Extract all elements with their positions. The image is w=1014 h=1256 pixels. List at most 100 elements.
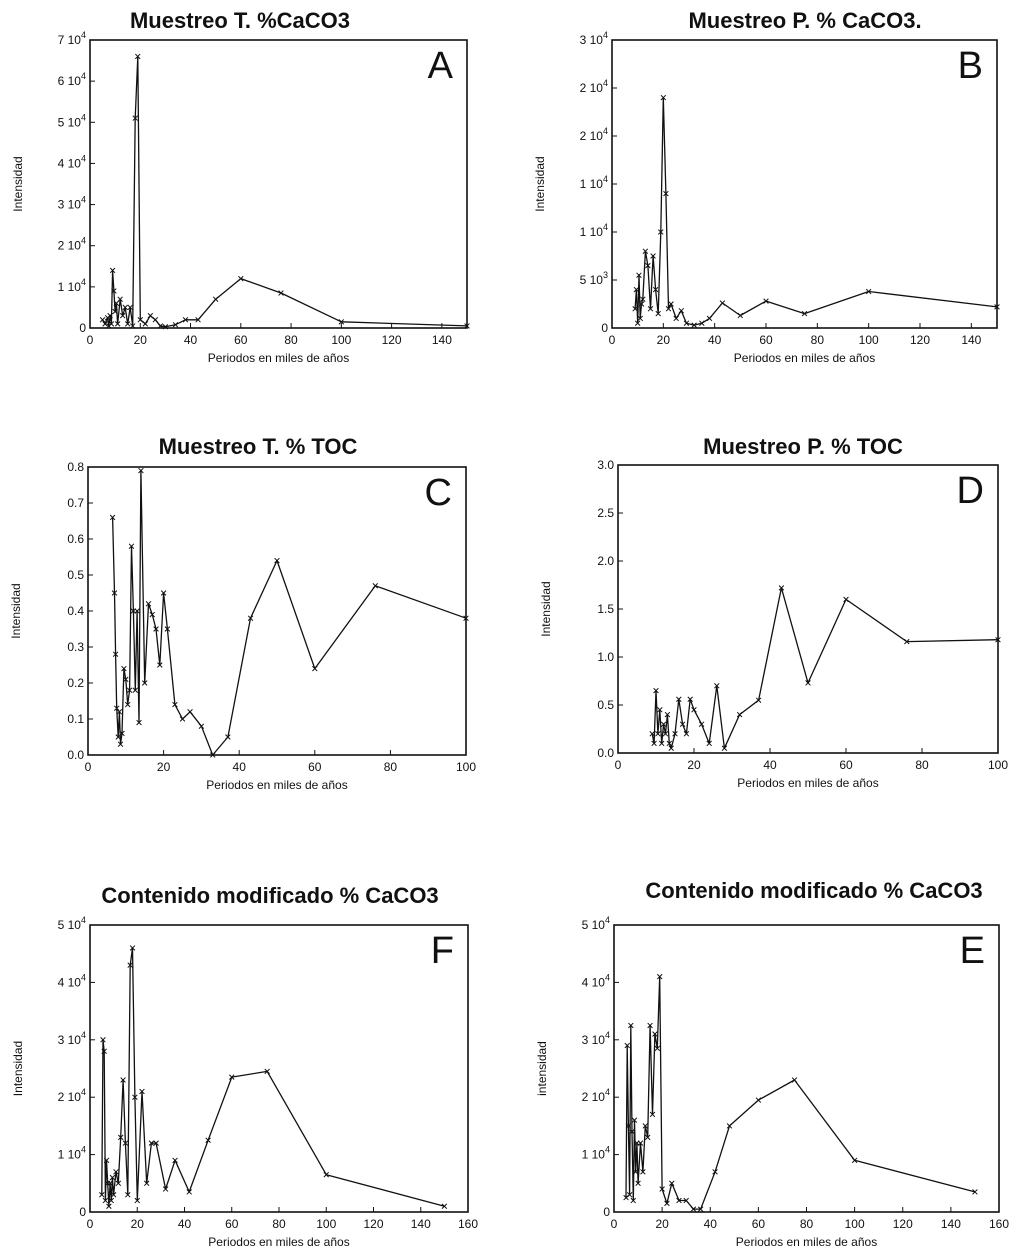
- data-point-stroke: [672, 731, 678, 737]
- y-tick-label: 2 104: [58, 1087, 86, 1104]
- data-point: [640, 1169, 646, 1175]
- data-point-stroke: [628, 1022, 634, 1029]
- data-point: [653, 687, 659, 694]
- data-point-stroke: [139, 1088, 145, 1095]
- data-point-stroke: [464, 323, 470, 329]
- data-point-stroke: [99, 1192, 105, 1198]
- data-point-stroke: [719, 300, 726, 306]
- x-tick-label: 0: [611, 1217, 618, 1231]
- x-tick-label: 80: [384, 760, 398, 774]
- data-point: [141, 680, 148, 686]
- y-tick-label: 0.5: [597, 698, 614, 712]
- data-point: [801, 310, 808, 317]
- x-axis-label: Periodos en miles de años: [206, 778, 347, 792]
- data-point: [124, 321, 131, 327]
- panel-letter: B: [958, 45, 983, 87]
- y-tick-label: 3 104: [58, 1030, 86, 1047]
- data-point-stroke: [647, 1022, 653, 1029]
- data-point-stroke: [117, 296, 123, 302]
- data-point: [755, 697, 762, 703]
- data-point-stroke: [699, 320, 705, 326]
- data-point-stroke: [103, 1157, 110, 1164]
- data-point-stroke: [706, 315, 713, 322]
- data-point: [119, 312, 126, 319]
- data-point-stroke: [205, 1137, 211, 1144]
- data-point: [186, 1189, 192, 1195]
- series-line: [111, 469, 467, 756]
- data-point-stroke: [147, 312, 154, 319]
- data-point: [763, 298, 769, 304]
- data-point-stroke: [160, 590, 167, 596]
- panel-a: Muestreo T. %CaCO3 A 0 20 40 60 80 100 120 140 0 1 …: [11, 8, 470, 365]
- data-point-stroke: [714, 683, 720, 689]
- data-point-stroke: [127, 304, 133, 311]
- data-point: [647, 1022, 653, 1029]
- x-axis-label: Periodos en miles de años: [737, 776, 878, 790]
- y-tick-label: 0.0: [597, 746, 614, 760]
- data-point: [995, 636, 1001, 643]
- data-point: [865, 288, 872, 295]
- y-tick-label: 3 104: [580, 30, 608, 47]
- data-point-stroke: [642, 248, 649, 254]
- data-point: [106, 1203, 112, 1210]
- chart-title: Contenido modificado % CaCO3: [101, 883, 438, 908]
- data-point-stroke: [633, 286, 640, 293]
- data-point: [157, 323, 164, 329]
- data-point-stroke: [129, 945, 136, 951]
- data-point: [736, 711, 743, 718]
- data-point: [122, 304, 128, 311]
- y-tick-label: 5 104: [58, 112, 86, 129]
- data-point-stroke: [164, 626, 171, 632]
- x-tick-label: 40: [233, 760, 247, 774]
- panel-e: Contenido modificado % CaCO3 E 0 20 40 60 80 10…: [535, 878, 1009, 1249]
- data-point: [209, 752, 216, 758]
- data-point-stroke: [127, 962, 133, 968]
- data-point: [128, 543, 135, 549]
- data-point-stroke: [162, 1186, 169, 1192]
- y-tick-label: 2 104: [580, 126, 608, 143]
- data-point-stroke: [338, 319, 345, 325]
- data-point: [125, 1192, 131, 1198]
- data-point: [160, 590, 167, 596]
- data-point-stroke: [116, 709, 123, 715]
- data-point: [99, 317, 106, 323]
- data-point: [115, 1180, 122, 1187]
- x-tick-label: 0: [87, 1217, 94, 1231]
- panel-b: Muestreo P. % CaCO3. B 0 20 40 60 80 100 120 140 0…: [533, 8, 1000, 365]
- data-point: [116, 709, 123, 715]
- data-point: [162, 1186, 169, 1192]
- y-axis-label: Intensidad: [533, 156, 547, 211]
- data-point-stroke: [904, 638, 910, 645]
- data-point-stroke: [690, 1206, 697, 1212]
- data-point-stroke: [691, 322, 697, 328]
- y-axis-label: Intensidad: [539, 581, 553, 636]
- data-point: [726, 1123, 733, 1129]
- data-point: [107, 312, 113, 319]
- data-point-stroke: [655, 731, 661, 737]
- data-point-stroke: [668, 301, 674, 307]
- data-point: [638, 301, 645, 307]
- x-tick-label: 40: [184, 333, 198, 347]
- data-point: [134, 53, 141, 60]
- data-point-stroke: [636, 272, 642, 278]
- data-point: [113, 1169, 119, 1175]
- y-tick-label: 0.4: [67, 604, 84, 618]
- y-tick-label: 0.0: [67, 748, 84, 762]
- data-point: [136, 719, 142, 726]
- data-point: [274, 557, 280, 564]
- data-point-stroke: [102, 1197, 109, 1204]
- data-point: [149, 611, 156, 618]
- x-tick-label: 160: [989, 1217, 1009, 1231]
- data-point-stroke: [179, 716, 186, 722]
- data-point-stroke: [187, 709, 193, 715]
- data-point-stroke: [624, 1042, 630, 1049]
- data-point: [172, 321, 179, 328]
- x-tick-label: 80: [800, 1217, 814, 1231]
- data-point-stroke: [683, 731, 690, 737]
- data-point: [697, 1206, 704, 1212]
- chart-title: Contenido modificado % CaCO3: [645, 878, 982, 903]
- x-tick-label: 160: [458, 1217, 478, 1231]
- data-point-stroke: [637, 1140, 644, 1146]
- data-point: [683, 731, 690, 737]
- data-point: [706, 315, 713, 322]
